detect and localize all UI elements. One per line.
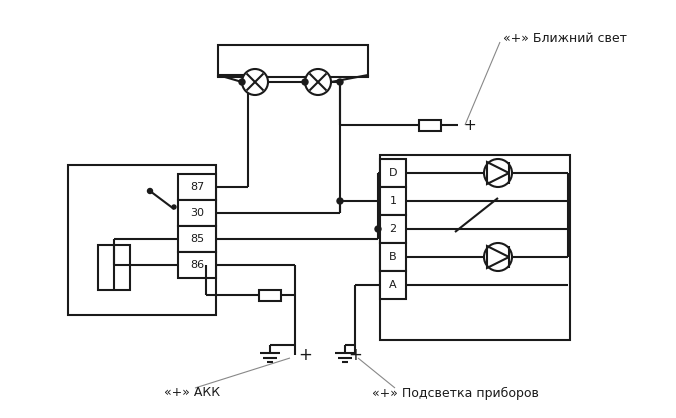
Bar	[380, 243, 406, 271]
Bar	[259, 290, 281, 301]
Text: 87: 87	[190, 182, 204, 192]
Circle shape	[337, 79, 343, 85]
Bar	[380, 271, 406, 299]
Text: 1: 1	[389, 196, 397, 206]
Bar	[178, 174, 216, 200]
Bar	[380, 187, 406, 215]
Circle shape	[375, 226, 381, 232]
Text: +: +	[463, 117, 476, 133]
Bar	[178, 226, 216, 252]
Circle shape	[147, 189, 153, 194]
Bar	[380, 215, 406, 243]
Text: 86: 86	[190, 260, 204, 270]
Circle shape	[302, 79, 308, 85]
Circle shape	[484, 243, 512, 271]
Text: +: +	[298, 346, 312, 364]
Text: «+» Подсветка приборов: «+» Подсветка приборов	[372, 387, 539, 400]
Text: A: A	[389, 280, 397, 290]
Circle shape	[337, 198, 343, 204]
Circle shape	[242, 69, 268, 95]
Text: B: B	[389, 252, 397, 262]
Text: 30: 30	[190, 208, 204, 218]
Circle shape	[484, 159, 512, 187]
Text: D: D	[389, 168, 397, 178]
Text: +: +	[348, 346, 362, 364]
Text: 2: 2	[389, 224, 397, 234]
Text: «+» АКК: «+» АКК	[164, 387, 220, 400]
Text: 85: 85	[190, 234, 204, 244]
Bar	[218, 45, 368, 77]
Bar	[380, 155, 570, 340]
Bar	[178, 252, 216, 278]
Bar	[98, 245, 130, 290]
Bar	[380, 159, 406, 187]
Circle shape	[239, 79, 245, 85]
Text: «+» Ближний свет: «+» Ближний свет	[503, 31, 627, 44]
Circle shape	[305, 69, 331, 95]
Circle shape	[172, 205, 176, 209]
Bar	[68, 165, 216, 315]
Bar	[419, 120, 441, 130]
Bar	[178, 200, 216, 226]
